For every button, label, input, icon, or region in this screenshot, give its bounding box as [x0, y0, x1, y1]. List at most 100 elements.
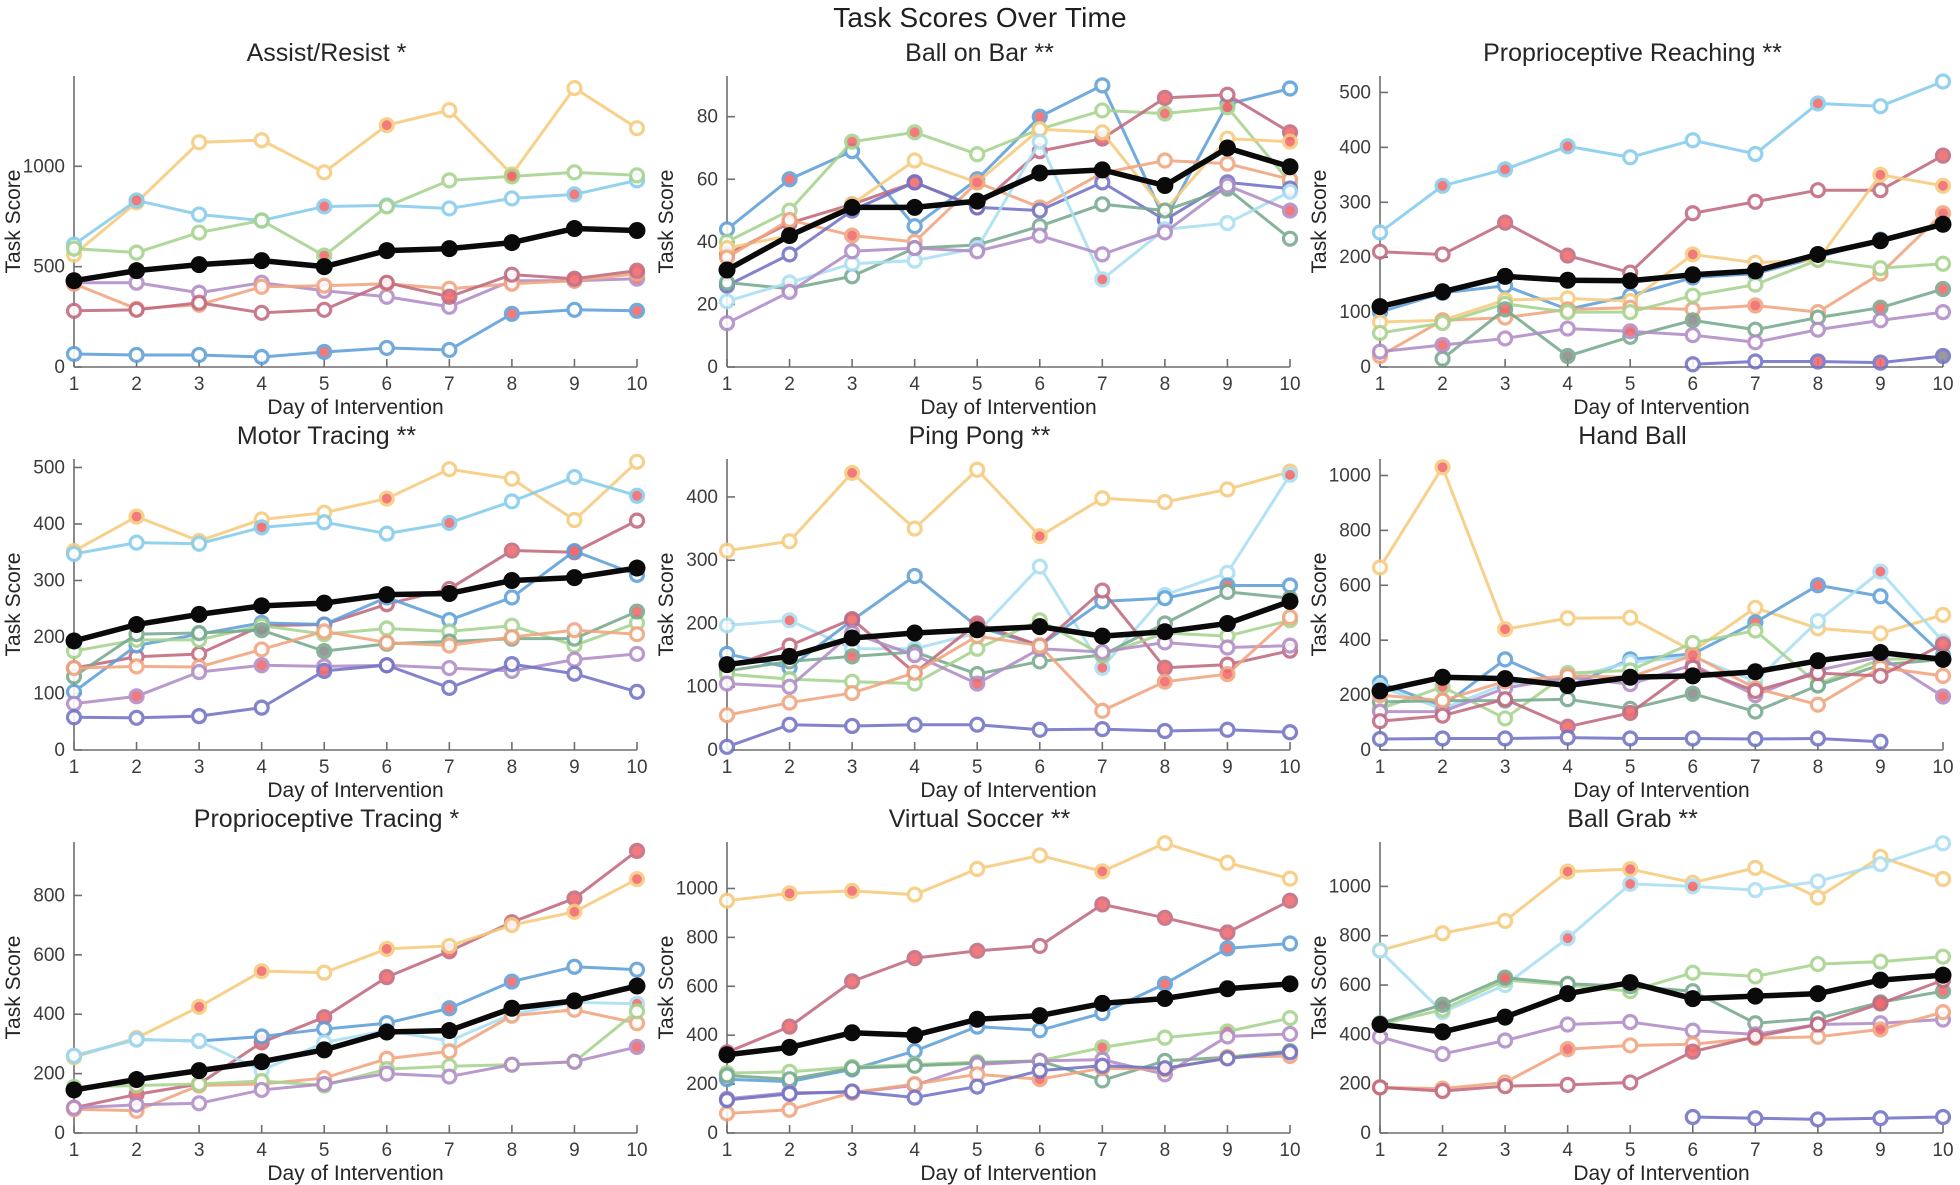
series-line: [73, 628, 638, 670]
y-tick-label: 0: [54, 357, 65, 378]
y-tick-label: 500: [1339, 82, 1371, 103]
x-tick-label: 1: [69, 374, 80, 395]
x-tick-label: 2: [784, 1140, 795, 1161]
chart-title: Ping Pong **: [908, 422, 1051, 450]
y-tick-label: 800: [1339, 520, 1371, 541]
marker-highlight: [1434, 336, 1451, 354]
series-line: [73, 565, 638, 644]
y-tick-label: 0: [54, 740, 65, 761]
marker-open: [1809, 612, 1826, 630]
chart-title: Ball Grab **: [1567, 805, 1698, 833]
x-tick-label: 5: [319, 757, 330, 778]
marker-open: [503, 1056, 520, 1073]
marker-open: [969, 860, 986, 877]
marker-open: [128, 534, 145, 551]
marker-open: [65, 695, 83, 712]
series-line: [73, 1045, 638, 1110]
marker-open: [441, 937, 458, 955]
marker-open: [1094, 643, 1111, 661]
y-tick-label: 40: [697, 232, 718, 253]
marker-highlight: [1809, 577, 1826, 594]
x-tick-label: 7: [444, 757, 455, 778]
marker-open: [844, 243, 861, 260]
series-line: [73, 983, 638, 1093]
marker-open: [628, 645, 646, 663]
marker-open: [566, 164, 583, 181]
marker-open: [253, 304, 270, 321]
marker-mean: [378, 586, 396, 604]
series-line: [726, 841, 1291, 903]
y-tick-label: 600: [1339, 975, 1371, 996]
x-tick-label: 7: [1750, 757, 1761, 778]
marker-open: [1031, 637, 1048, 654]
series-line: [1379, 221, 1944, 310]
marker-open: [65, 1099, 83, 1116]
x-axis-label: Day of Intervention: [920, 1162, 1096, 1185]
marker-highlight: [1094, 863, 1111, 880]
marker-open: [1872, 856, 1889, 873]
marker-open: [566, 665, 583, 682]
marker-open: [316, 623, 333, 640]
subplot-grid: Assist/Resist * 0 500 1000 1 2 3 4 5 6 7 8 9 10 Task …: [0, 36, 1960, 1185]
marker-open: [1219, 155, 1236, 172]
marker-highlight: [1156, 909, 1173, 926]
marker-highlight: [844, 227, 861, 244]
marker-mean: [968, 192, 986, 210]
marker-open: [1031, 1022, 1048, 1039]
marker-open: [1281, 1044, 1299, 1061]
marker-open: [1156, 1029, 1173, 1046]
marker-mean: [781, 647, 799, 665]
marker-open: [1156, 835, 1173, 852]
marker-open: [1094, 721, 1111, 738]
marker-open: [1281, 183, 1299, 200]
marker-open: [253, 278, 270, 295]
marker-highlight: [1934, 636, 1952, 653]
marker-gray: [1559, 347, 1576, 365]
x-tick-label: 9: [1222, 757, 1233, 778]
marker-open: [718, 1105, 736, 1122]
series-yellow: [718, 461, 1299, 559]
x-tick-label: 10: [1932, 374, 1953, 395]
marker-open: [1219, 721, 1236, 738]
x-axis-label: Day of Intervention: [920, 396, 1096, 419]
marker-mean: [1809, 652, 1827, 670]
marker-open: [781, 694, 798, 711]
marker-open: [316, 514, 333, 531]
chart-title: Motor Tracing **: [236, 422, 417, 450]
marker-open: [1684, 132, 1701, 149]
series-line: [73, 652, 638, 706]
x-tick-label: 5: [319, 374, 330, 395]
marker-highlight: [628, 842, 646, 860]
series-line: [73, 1000, 638, 1073]
chart-canvas: 0 500 1000 1 2 3 4 5 6 7 8 9 10 Task Score Day of Inte…: [2, 76, 648, 419]
series-line: [1379, 642, 1944, 729]
x-tick-label: 5: [1625, 374, 1636, 395]
marker-mean: [1031, 1007, 1049, 1025]
series-line: [1379, 1018, 1944, 1056]
marker-open: [1559, 320, 1576, 337]
x-tick-label: 5: [1625, 1140, 1636, 1161]
marker-open: [969, 640, 986, 657]
series-line: [74, 277, 638, 309]
chart-canvas: 0 100 200 300 400 500 1 2 3 4 5 6 7 8 9 10 Task Score Day…: [2, 453, 648, 802]
y-axis-label: Task Score: [1308, 553, 1331, 657]
marker-open: [1684, 964, 1701, 981]
x-tick-label: 4: [909, 757, 920, 778]
marker-open: [628, 167, 646, 184]
y-tick-label: 500: [33, 257, 65, 278]
marker-highlight: [628, 302, 646, 319]
marker-open: [253, 212, 270, 229]
marker-open: [1934, 303, 1952, 321]
marker-open: [378, 1065, 395, 1082]
marker-open: [441, 172, 458, 189]
series-cyan: [65, 994, 646, 1079]
y-tick-label: 1000: [676, 878, 718, 899]
marker-gray: [1434, 996, 1451, 1013]
marker-mean: [1371, 682, 1389, 700]
series-indigo: [1684, 1108, 1952, 1128]
x-tick-label: 8: [1160, 374, 1171, 395]
marker-open: [1622, 609, 1639, 626]
marker-open: [1684, 205, 1701, 222]
y-tick-label: 200: [686, 613, 718, 634]
marker-highlight: [1156, 659, 1173, 676]
